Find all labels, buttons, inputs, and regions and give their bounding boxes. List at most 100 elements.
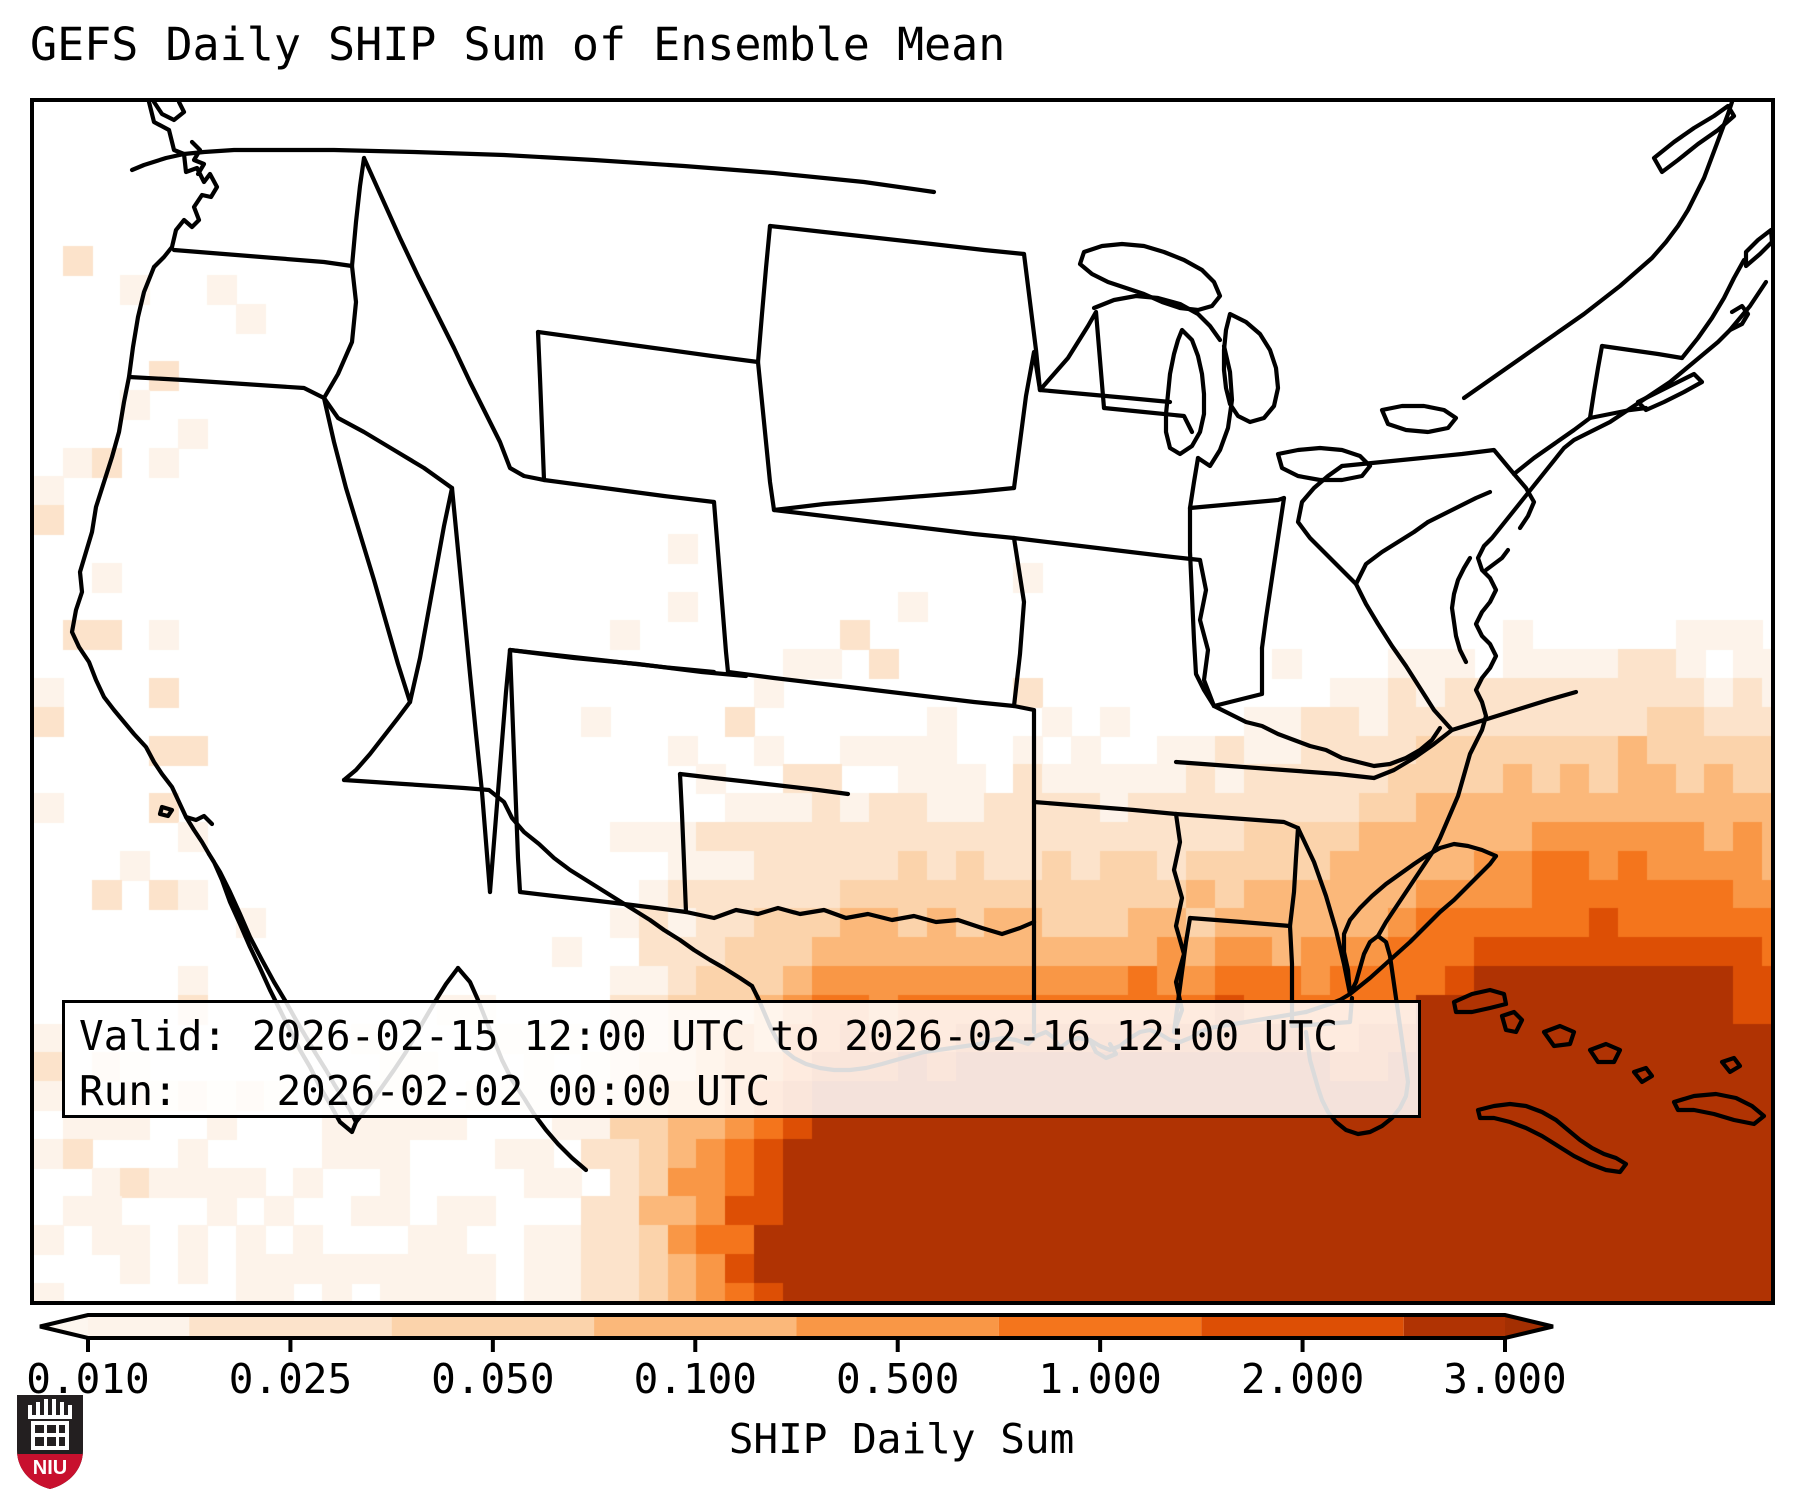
state-line-pa-md [1425, 489, 1493, 525]
state-line-nc-va [1449, 689, 1579, 733]
state-line-vt-nh [1599, 343, 1685, 361]
info-box: Valid: 2026-02-15 12:00 UTC to 2026-02-1… [62, 1000, 1421, 1118]
hispaniola [1671, 1091, 1767, 1127]
state-line-sd-nd [767, 223, 1027, 257]
state-line-il-ky-ohio-river [1211, 703, 1443, 769]
state-line-sd-mn-ia [1011, 349, 1043, 491]
lake-erie [1275, 445, 1373, 483]
state-line-va-wv [1353, 519, 1455, 733]
nova-scotia [1743, 227, 1771, 269]
state-line-ky-in [1211, 645, 1265, 709]
state-line-ga-sc-savannah [1341, 841, 1499, 997]
state-line-ct-ma [1587, 405, 1649, 421]
colorbar-tick-label-6: 2.000 [1240, 1355, 1365, 1403]
border-us-mexico [341, 777, 755, 989]
state-line-ny-nj [1511, 471, 1537, 531]
colorbar-band-0 [88, 1315, 190, 1338]
state-line-ok-ar-mo [1011, 703, 1037, 925]
bahamas-andros [1499, 1009, 1525, 1035]
chesapeake-bay [1449, 555, 1473, 665]
baja-california [206, 851, 359, 1135]
state-line-ca-nv [321, 395, 413, 705]
caribbean-island-small-1 [1631, 1065, 1655, 1085]
state-line-co-nm [507, 647, 749, 679]
state-line-nm-ok-tx-panhandle [677, 771, 689, 915]
colorbar-tick-labels: 0.010 0.025 0.050 0.100 0.500 1.000 2.000 3.000 [0, 1352, 1803, 1406]
page-title: GEFS Daily SHIP Sum of Ensemble Mean [30, 18, 1006, 71]
state-line-ma-nh-vt [1587, 343, 1605, 421]
niu-logo: NIU [17, 1395, 83, 1489]
state-line-nm-tx [507, 647, 689, 915]
state-line-tn-nc-va [1371, 727, 1455, 781]
state-line-mt-nd [755, 223, 773, 365]
state-line-oh-in [1259, 495, 1287, 651]
border-us-canada-west [129, 147, 937, 195]
state-line-ks-mo [1011, 535, 1027, 709]
niu-logo-text: NIU [33, 1457, 67, 1479]
state-line-ca-az [341, 699, 413, 783]
coast-east-usa [1375, 279, 1769, 939]
colorbar-band-2 [391, 1315, 595, 1338]
state-line-mn-ia-border [1037, 387, 1173, 405]
state-line-ne-sd [771, 485, 1017, 513]
colorbar-tick-label-1: 0.025 [228, 1355, 353, 1403]
colorbar-swatches[interactable] [0, 1306, 1803, 1356]
state-line-az-nm [487, 647, 513, 895]
state-line-mi-lower [1195, 343, 1235, 469]
colorbar-tick-label-3: 0.100 [633, 1355, 757, 1403]
coast-pacific-northwest [146, 102, 220, 270]
state-line-al-ga [1295, 825, 1353, 997]
lake-superior [1077, 241, 1223, 313]
state-line-or-ca [126, 374, 327, 401]
los-angeles-bight [183, 813, 215, 827]
puget-sound-detail [189, 139, 207, 177]
colorbar-band-5 [998, 1315, 1202, 1338]
state-line-wa-or [171, 247, 355, 269]
lake-ontario [1379, 403, 1459, 435]
lake-huron [1221, 311, 1281, 425]
state-line-wy-ut-co [541, 477, 717, 505]
colorbar-band-1 [189, 1315, 392, 1338]
map-plot-area: Valid: 2026-02-15 12:00 UTC to 2026-02-1… [30, 98, 1775, 1305]
caribbean-island-small-2 [1719, 1055, 1743, 1075]
colorbar-band-7 [1403, 1315, 1505, 1338]
state-line-in-oh-mi [1187, 495, 1287, 511]
state-line-ne-ks [771, 507, 1017, 541]
state-line-wy-sd-ne [755, 359, 777, 513]
state-line-or-id [321, 263, 359, 401]
long-island [1635, 371, 1705, 413]
colorbar-band-6 [1201, 1315, 1404, 1338]
colorbar-under-arrow [40, 1315, 88, 1338]
lake-michigan [1163, 327, 1207, 457]
state-line-ut-az [449, 485, 493, 895]
colorbar-tick-label-7: 3.000 [1443, 1355, 1567, 1403]
coast-canada-east [1461, 102, 1735, 401]
state-line-mo-ar [1031, 799, 1179, 817]
state-line-pa-ny [1339, 447, 1517, 477]
colorbar-tick-label-4: 0.500 [835, 1355, 960, 1403]
coast-west-usa [69, 264, 212, 857]
state-line-mi-oh-in-south [1187, 455, 1201, 511]
state-line-mi-upper [1091, 293, 1223, 343]
colorbar[interactable]: 0.010 0.025 0.050 0.100 0.500 1.000 2.000 3.000 [0, 1306, 1803, 1403]
channel-islands [157, 804, 175, 819]
info-run-line: Run: 2026-02-02 00:00 UTC [79, 1067, 771, 1115]
state-line-nv-id [321, 395, 455, 491]
state-line-ok-tx-red-river [683, 905, 1037, 937]
state-line-in-il [1187, 505, 1217, 709]
colorbar-over-arrow [1505, 1315, 1553, 1338]
state-line-nv-ut [407, 485, 455, 705]
colorbar-tick-label-2: 0.050 [431, 1355, 555, 1403]
state-line-me-nh [1679, 257, 1747, 361]
cape-cod [1727, 303, 1751, 333]
bahamas-outer [1541, 1023, 1577, 1049]
state-line-nc-sc [1347, 853, 1499, 997]
newfoundland [1651, 103, 1737, 175]
state-line-mo-il-mississippi [1197, 557, 1217, 709]
state-line-ok-tx-panhandle-north [677, 771, 851, 797]
state-line-mt-wy [535, 329, 761, 365]
state-line-id-wy [535, 329, 547, 483]
state-line-al-ga-fl [1287, 825, 1301, 929]
state-line-ks-ok [725, 669, 1017, 709]
info-valid-line: Valid: 2026-02-15 12:00 UTC to 2026-02-1… [79, 1012, 1338, 1060]
